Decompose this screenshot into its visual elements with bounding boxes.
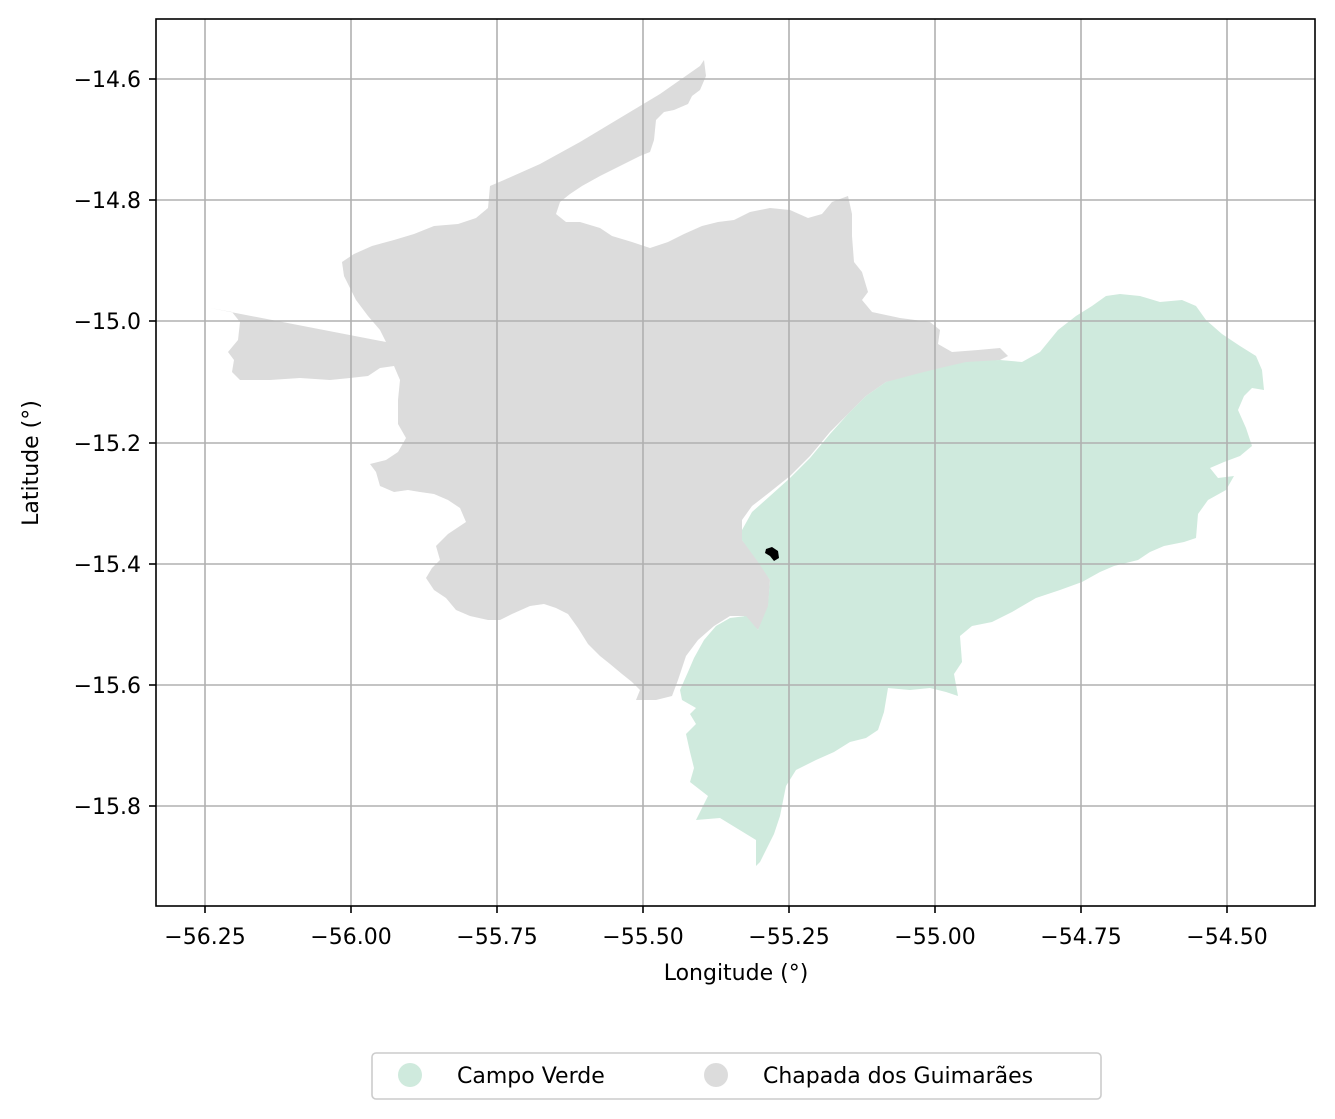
x-tick-label: −54.75 <box>1040 925 1121 950</box>
axes-frame <box>155 18 1316 907</box>
y-ticks <box>149 78 156 807</box>
legend-label-chapada-dos-guimaraes: Chapada dos Guimarães <box>763 1064 1033 1089</box>
legend-label-campo-verde: Campo Verde <box>457 1064 605 1089</box>
region-campo-verde <box>680 294 1264 866</box>
legend-box <box>371 1052 1102 1100</box>
x-tick-label: −56.25 <box>164 925 245 950</box>
x-tick-label: −55.75 <box>456 925 537 950</box>
y-tick-label: −14.8 <box>74 189 141 214</box>
y-tick-labels: −14.6 −14.8 −15.0 −15.2 −15.4 −15.6 −15.… <box>74 68 141 820</box>
y-tick-label: −15.4 <box>74 553 141 578</box>
y-tick-label: −14.6 <box>74 68 141 93</box>
grid <box>156 19 1315 906</box>
x-tick-label: −55.25 <box>748 925 829 950</box>
x-axis-title: Longitude (°) <box>664 961 809 986</box>
region-chapada-dos-guimaraes <box>210 60 1008 700</box>
x-tick-label: −56.00 <box>310 925 391 950</box>
y-tick-label: −15.0 <box>74 310 141 335</box>
location-marker <box>765 547 779 561</box>
x-tick-labels: −56.25 −56.00 −55.75 −55.50 −55.25 −55.0… <box>164 925 1267 950</box>
legend-swatch-chapada-dos-guimaraes <box>704 1063 728 1087</box>
x-tick-label: −55.50 <box>602 925 683 950</box>
y-tick-label: −15.8 <box>74 795 141 820</box>
x-tick-label: −55.00 <box>894 925 975 950</box>
legend-swatch-campo-verde <box>398 1063 422 1087</box>
legend: Campo Verde Chapada dos Guimarães <box>371 1052 1102 1100</box>
y-tick-label: −15.2 <box>74 432 141 457</box>
x-ticks <box>204 906 1228 913</box>
y-tick-label: −15.6 <box>74 674 141 699</box>
y-axis-title: Latitude (°) <box>19 400 44 526</box>
x-tick-label: −54.50 <box>1186 925 1267 950</box>
